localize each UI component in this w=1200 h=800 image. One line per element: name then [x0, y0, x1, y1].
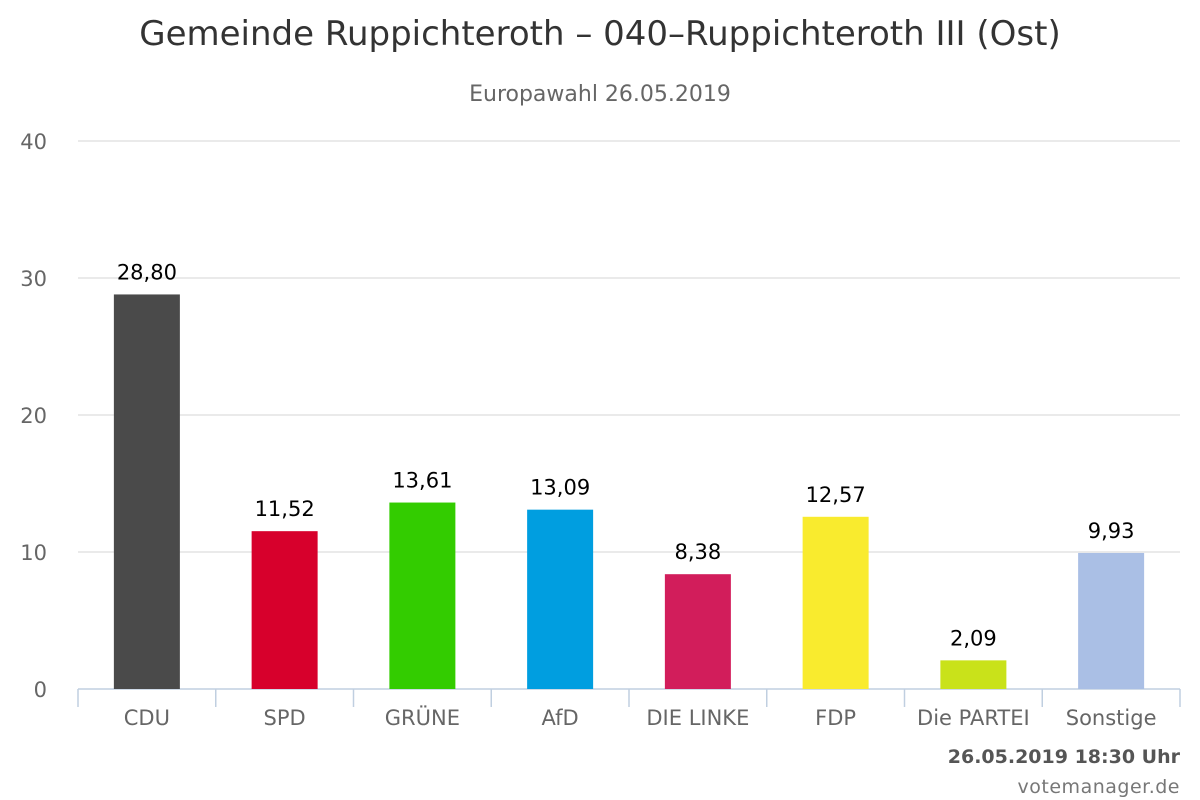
category-label: SPD [264, 706, 306, 730]
category-label: FDP [815, 706, 856, 730]
data-label: 2,09 [950, 626, 997, 650]
y-tick-label: 0 [34, 678, 47, 702]
bar-fdp [802, 516, 869, 689]
bar-spd [251, 531, 318, 689]
category-label: GRÜNE [385, 705, 460, 730]
bar-afd [527, 509, 594, 689]
category-label: AfD [542, 706, 579, 730]
bar-die-partei [940, 660, 1007, 689]
credit-label: votemanager.de [1017, 776, 1180, 798]
y-tick-label: 20 [20, 404, 47, 428]
y-tick-label: 30 [20, 267, 47, 291]
data-label: 9,93 [1088, 519, 1135, 543]
category-label: Sonstige [1066, 706, 1157, 730]
bar-sonstige [1078, 552, 1145, 689]
timestamp-label: 26.05.2019 18:30 Uhr [947, 746, 1180, 768]
data-label: 8,38 [674, 540, 721, 564]
y-tick-label: 10 [20, 541, 47, 565]
category-label: CDU [124, 706, 170, 730]
chart-title: Gemeinde Ruppichteroth – 040–Ruppichtero… [139, 14, 1061, 54]
chart-subtitle: Europawahl 26.05.2019 [469, 82, 731, 107]
bar-die-linke [664, 574, 731, 689]
data-label: 11,52 [255, 497, 315, 521]
data-label: 13,61 [392, 469, 452, 493]
y-tick-label: 40 [20, 130, 47, 154]
bar-gr-ne [389, 502, 456, 689]
bar-cdu [113, 294, 180, 689]
category-label: Die PARTEI [917, 706, 1030, 730]
category-label: DIE LINKE [646, 706, 749, 730]
data-label: 13,09 [530, 476, 590, 500]
data-label: 12,57 [806, 483, 866, 507]
data-label: 28,80 [117, 260, 177, 284]
